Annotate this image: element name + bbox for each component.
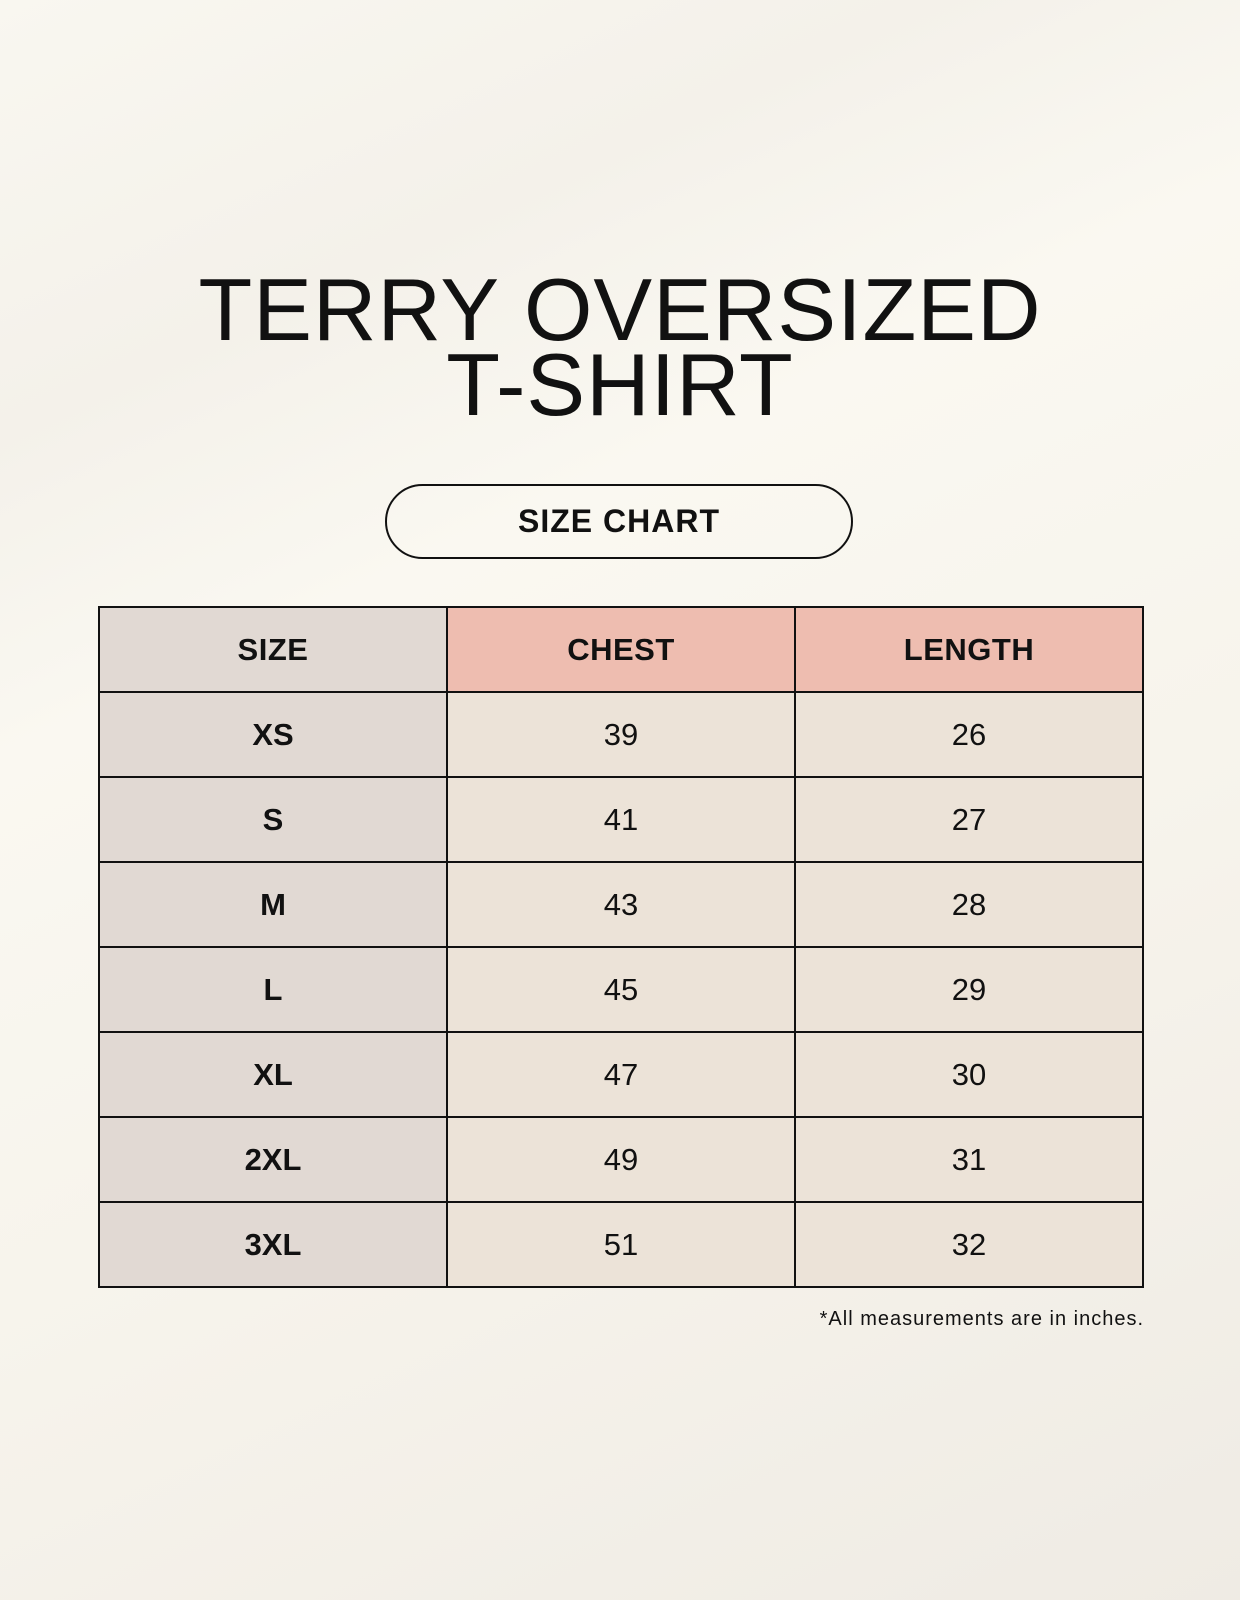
cell-size: S [98, 776, 448, 863]
cell-chest: 51 [446, 1201, 796, 1288]
cell-size: 3XL [98, 1201, 448, 1288]
size-table: SIZE CHEST LENGTH XS 39 26 S 41 27 M 43 28 L 45 29 X… [98, 606, 1144, 1288]
table-header-row: SIZE CHEST LENGTH [98, 606, 1144, 693]
table-row: XL 47 30 [98, 1031, 1144, 1118]
table-row: 3XL 51 32 [98, 1201, 1144, 1288]
cell-length: 27 [794, 776, 1144, 863]
cell-chest: 41 [446, 776, 796, 863]
header-length: LENGTH [794, 606, 1144, 693]
cell-chest: 39 [446, 691, 796, 778]
cell-size: 2XL [98, 1116, 448, 1203]
cell-size: XS [98, 691, 448, 778]
page-title: TERRY OVERSIZED T-SHIRT [0, 260, 1240, 434]
table-row: 2XL 49 31 [98, 1116, 1144, 1203]
cell-chest: 45 [446, 946, 796, 1033]
cell-length: 28 [794, 861, 1144, 948]
cell-length: 32 [794, 1201, 1144, 1288]
header-size: SIZE [98, 606, 448, 693]
cell-size: L [98, 946, 448, 1033]
cell-chest: 47 [446, 1031, 796, 1118]
cell-size: M [98, 861, 448, 948]
table-row: M 43 28 [98, 861, 1144, 948]
title-line-2: T-SHIRT [446, 335, 794, 434]
table-row: L 45 29 [98, 946, 1144, 1033]
table-row: XS 39 26 [98, 691, 1144, 778]
cell-length: 29 [794, 946, 1144, 1033]
header-chest: CHEST [446, 606, 796, 693]
cell-length: 26 [794, 691, 1144, 778]
cell-length: 31 [794, 1116, 1144, 1203]
table-row: S 41 27 [98, 776, 1144, 863]
cell-length: 30 [794, 1031, 1144, 1118]
cell-chest: 43 [446, 861, 796, 948]
cell-size: XL [98, 1031, 448, 1118]
title-line-1: TERRY OVERSIZED [198, 260, 1042, 359]
size-chart-badge: SIZE CHART [385, 484, 853, 559]
measurement-note: *All measurements are in inches. [819, 1308, 1144, 1330]
cell-chest: 49 [446, 1116, 796, 1203]
